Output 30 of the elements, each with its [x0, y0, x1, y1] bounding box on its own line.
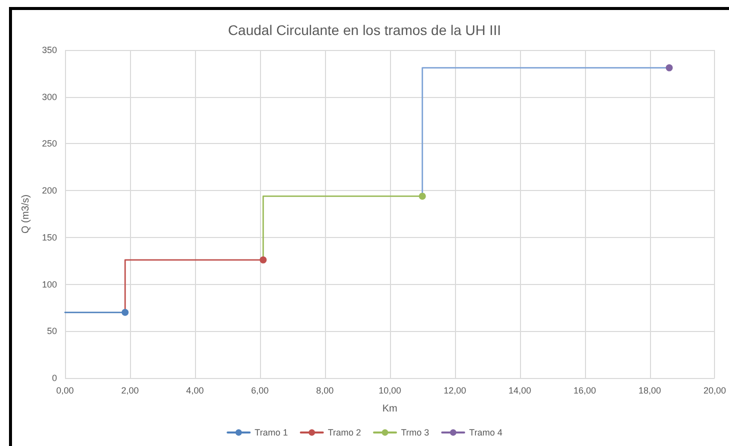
- x-tick-label: 20,00: [703, 386, 726, 396]
- y-tick-label: 250: [42, 138, 57, 149]
- x-tick-label: 10,00: [378, 386, 402, 396]
- point: [260, 256, 267, 264]
- x-tick-label: 0,00: [56, 386, 74, 396]
- x-tick-label: 14,00: [508, 386, 532, 396]
- point: [122, 308, 129, 316]
- legend-label: Tramo 2: [328, 428, 362, 438]
- y-tick-label: 100: [42, 279, 57, 290]
- chart-title: Caudal Circulante en los tramos de la UH III: [228, 22, 502, 38]
- legend-label: Trmo 3: [401, 428, 430, 438]
- x-tick-label: 6,00: [251, 386, 269, 396]
- y-tick-label: 0: [52, 373, 57, 383]
- x-tick-label: 4,00: [186, 386, 204, 396]
- y-tick-label: 350: [42, 45, 57, 55]
- x-tick-label: 2,00: [121, 386, 139, 396]
- y-tick-label: 150: [42, 232, 57, 242]
- x-tick-label: 8,00: [316, 386, 334, 396]
- x-tick-label: 16,00: [574, 386, 596, 396]
- point: [666, 64, 673, 72]
- legend-label: Tramo 1: [254, 428, 288, 438]
- y-tick-label: 200: [42, 186, 57, 196]
- x-axis-title: Km: [382, 404, 398, 414]
- point: [418, 192, 426, 200]
- y-tick-label: 50: [46, 326, 57, 336]
- y-tick-label: 300: [42, 92, 57, 102]
- y-axis-title: Q (m3/s): [20, 194, 32, 234]
- x-tick-label: 12,00: [444, 386, 466, 396]
- x-tick-label: 18,00: [638, 386, 662, 396]
- legend-label: Tramo 4: [469, 428, 502, 438]
